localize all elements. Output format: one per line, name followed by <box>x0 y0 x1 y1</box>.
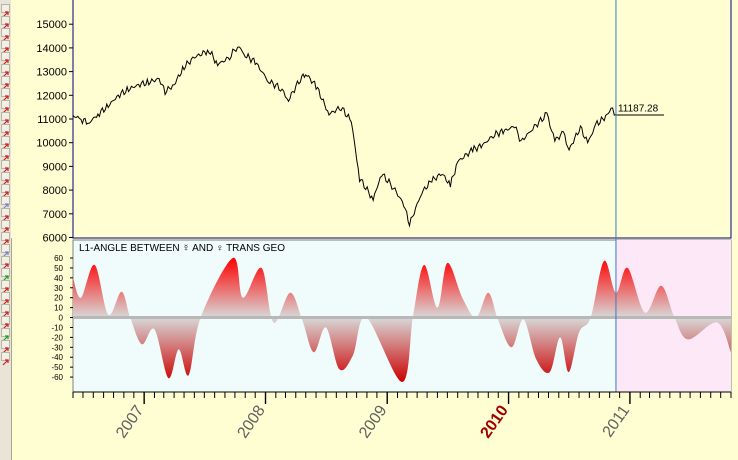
red-arrow-icon[interactable] <box>1 208 10 222</box>
price-y-tick-label: 8000 <box>43 185 67 197</box>
red-arrow-icon[interactable] <box>1 160 10 174</box>
red-arrow-icon[interactable] <box>1 304 10 318</box>
red-lines-icon[interactable] <box>1 256 10 270</box>
price-y-tick-label: 10000 <box>36 138 67 150</box>
price-y-tick-label: 15000 <box>36 19 67 31</box>
green-icon[interactable] <box>1 328 10 342</box>
price-y-tick-label: 14000 <box>36 43 67 55</box>
price-y-tick-label: 11000 <box>37 114 67 126</box>
x-year-label: 2010 <box>477 402 511 441</box>
price-y-tick-label: 13000 <box>36 67 67 79</box>
red-arrow-icon[interactable] <box>1 28 10 42</box>
toolbar <box>0 0 12 460</box>
red-lines-icon[interactable] <box>1 148 10 162</box>
indicator-y-tick-label: 50 <box>54 264 63 273</box>
green-icon[interactable] <box>1 268 10 282</box>
price-y-tick-label: 9000 <box>43 161 67 173</box>
red-arrow-icon[interactable] <box>1 4 10 18</box>
red-lines-icon[interactable] <box>1 136 10 150</box>
red-arrow-icon[interactable] <box>1 16 10 30</box>
price-y-tick-label: 6000 <box>43 233 67 245</box>
red-arrow-icon[interactable] <box>1 100 10 114</box>
red-arrow-icon[interactable] <box>1 40 10 54</box>
indicator-negative-area <box>130 317 731 383</box>
red-arrow-icon[interactable] <box>1 112 10 126</box>
red-arrow-icon[interactable] <box>1 88 10 102</box>
red-arrow-icon[interactable] <box>1 352 10 366</box>
indicator-y-tick-label: 30 <box>54 284 63 293</box>
last-value-label: 11187.28 <box>618 104 659 115</box>
red-arrow-icon[interactable] <box>1 220 10 234</box>
chart-area: 6000 7000 8000 9000 10000 11000 12000 13000 1400… <box>11 0 732 441</box>
red-arrow-icon[interactable] <box>1 64 10 78</box>
circle-icon[interactable] <box>1 244 10 258</box>
red-arrow-icon[interactable] <box>1 76 10 90</box>
indicator-y-tick-label: 60 <box>54 254 63 263</box>
indicator-y-tick-label: -20 <box>51 333 63 342</box>
red-lines-icon[interactable] <box>1 232 10 246</box>
price-plot-bg <box>72 0 732 239</box>
indicator-y-tick-label: 40 <box>54 274 63 283</box>
x-year-label: 2008 <box>234 402 268 441</box>
red-arrow-icon[interactable] <box>1 184 10 198</box>
indicator-y-tick-label: 10 <box>54 304 63 313</box>
red-arrow-icon[interactable] <box>1 292 10 306</box>
indicator-y-tick-label: 0 <box>59 314 64 323</box>
indicator-y-tick-label: -30 <box>51 343 63 352</box>
indicator-y-tick-label: -10 <box>51 323 63 332</box>
x-year-label: 2009 <box>356 402 390 441</box>
red-arrow-icon[interactable] <box>1 124 10 138</box>
indicator-y-tick-label: -40 <box>51 353 63 362</box>
price-y-tick-label: 12000 <box>36 90 67 102</box>
price-line <box>72 46 617 228</box>
price-y-axis: 6000 7000 8000 9000 10000 11000 12000 13000 1400… <box>36 19 73 245</box>
price-y-tick-label: 7000 <box>43 209 67 221</box>
red-arrow-icon[interactable] <box>1 340 10 354</box>
red-arrow-icon[interactable] <box>1 316 10 330</box>
indicator-title: L1-ANGLE BETWEEN ☿ AND ♀ TRANS GEO <box>79 243 285 254</box>
red-arrow-icon[interactable] <box>1 172 10 186</box>
indicator-y-tick-label: -50 <box>51 363 63 372</box>
x-year-label: 2007 <box>113 402 147 441</box>
red-arrow-icon[interactable] <box>1 280 10 294</box>
circle-c-icon[interactable] <box>1 196 10 210</box>
red-arrow-icon[interactable] <box>1 52 10 66</box>
indicator-y-tick-label: -60 <box>51 373 63 382</box>
indicator-positive-area <box>73 257 731 318</box>
x-axis: 2007 2008 2009 2010 2011 <box>72 392 732 441</box>
indicator-y-tick-label: 20 <box>54 294 63 303</box>
x-year-label: 2011 <box>600 402 634 440</box>
